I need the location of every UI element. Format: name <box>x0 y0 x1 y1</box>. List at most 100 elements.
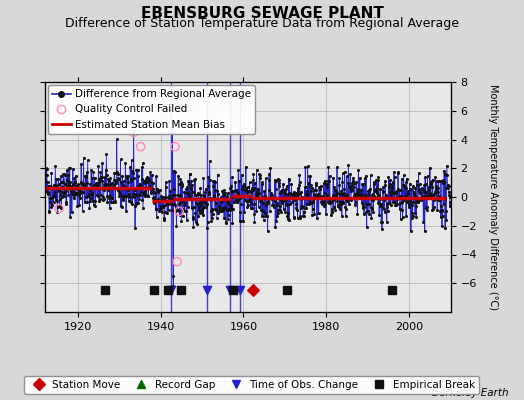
Point <box>328 208 336 215</box>
Point <box>389 179 398 186</box>
Point <box>107 184 116 191</box>
Point <box>220 192 228 198</box>
Point <box>369 179 378 186</box>
Point <box>230 192 238 199</box>
Point <box>68 209 76 215</box>
Point <box>252 191 260 197</box>
Point <box>70 174 79 181</box>
Point <box>386 192 395 198</box>
Point <box>43 178 52 185</box>
Point <box>69 188 78 194</box>
Point <box>424 184 433 190</box>
Point <box>159 204 168 210</box>
Point <box>227 188 236 194</box>
Point <box>167 197 176 203</box>
Point <box>84 192 92 199</box>
Point <box>50 192 58 198</box>
Point <box>382 194 390 201</box>
Point <box>52 197 60 203</box>
Point <box>267 194 275 200</box>
Point <box>334 203 343 209</box>
Point <box>74 181 82 188</box>
Point <box>421 174 429 180</box>
Point <box>348 186 356 193</box>
Point <box>359 203 367 210</box>
Point <box>331 207 340 214</box>
Point <box>341 169 349 175</box>
Point <box>239 218 247 224</box>
Point <box>297 188 305 195</box>
Point <box>106 193 114 199</box>
Point <box>296 213 304 220</box>
Point <box>141 193 149 199</box>
Point <box>124 187 132 194</box>
Point <box>123 193 132 199</box>
Point <box>250 219 259 225</box>
Point <box>138 164 146 170</box>
Point <box>421 193 430 200</box>
Point <box>268 196 276 202</box>
Point <box>436 195 444 201</box>
Point <box>237 172 246 178</box>
Point <box>286 201 294 208</box>
Point <box>139 189 147 196</box>
Point <box>126 164 134 171</box>
Point <box>326 199 335 205</box>
Point <box>186 195 194 202</box>
Point <box>124 173 133 180</box>
Point <box>219 207 227 213</box>
Point <box>302 191 310 197</box>
Point <box>247 185 256 191</box>
Point <box>440 178 449 185</box>
Point <box>283 216 292 223</box>
Point <box>108 194 116 201</box>
Point <box>421 228 429 234</box>
Point <box>411 199 420 206</box>
Point <box>117 179 125 185</box>
Point <box>113 168 122 175</box>
Point <box>162 184 170 190</box>
Point <box>167 201 175 207</box>
Point <box>217 196 225 203</box>
Point <box>256 172 264 178</box>
Point <box>308 206 316 212</box>
Point <box>337 188 345 194</box>
Point <box>337 212 346 219</box>
Point <box>348 182 356 189</box>
Point <box>345 201 353 207</box>
Point <box>299 208 308 215</box>
Point <box>390 174 399 180</box>
Point <box>56 192 64 198</box>
Point <box>207 217 215 224</box>
Point <box>145 176 154 182</box>
Point <box>275 183 283 190</box>
Point <box>61 172 69 178</box>
Point <box>128 193 137 199</box>
Point <box>320 198 329 204</box>
Point <box>435 196 444 203</box>
Point <box>308 212 316 219</box>
Point <box>332 192 340 198</box>
Point <box>122 208 130 214</box>
Point <box>222 219 230 226</box>
Point <box>201 197 209 204</box>
Point <box>62 177 71 184</box>
Point <box>278 188 287 194</box>
Point <box>399 182 408 188</box>
Point <box>261 213 269 219</box>
Point <box>369 190 377 197</box>
Point <box>238 185 246 192</box>
Point <box>106 204 114 211</box>
Point <box>379 205 388 212</box>
Point <box>120 192 128 199</box>
Point <box>383 204 391 210</box>
Point <box>444 183 453 189</box>
Point <box>445 192 453 198</box>
Point <box>271 177 279 183</box>
Point <box>439 212 447 219</box>
Point <box>147 187 156 194</box>
Point <box>159 196 168 202</box>
Point <box>356 191 365 197</box>
Point <box>281 191 289 197</box>
Point <box>364 188 372 194</box>
